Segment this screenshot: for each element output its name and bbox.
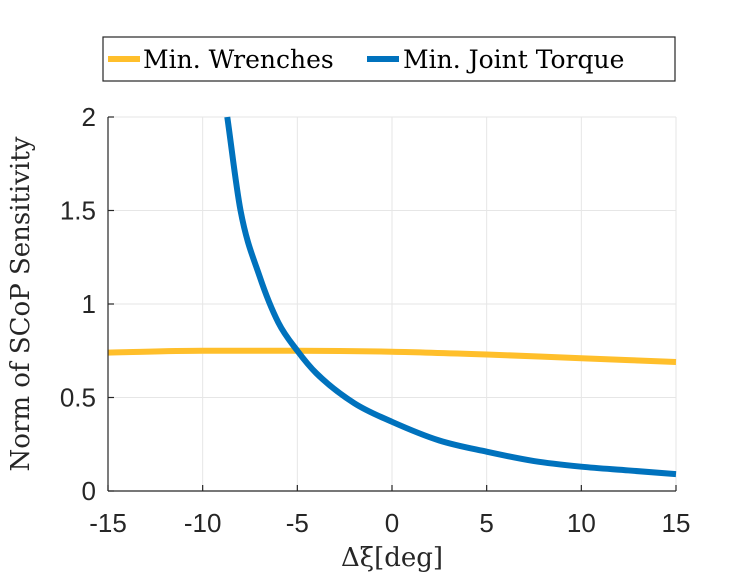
legend-label-min-joint-torque: Min. Joint Torque xyxy=(403,45,624,74)
x-tick-label: -15 xyxy=(89,508,127,538)
x-tick-label: -10 xyxy=(184,508,222,538)
series-line-min-wrenches xyxy=(107,347,677,365)
y-tick-label: 0 xyxy=(82,476,96,506)
y-axis-label: Norm of SCoP Sensitivity xyxy=(6,136,36,471)
axes xyxy=(107,116,677,492)
y-tick-label: 1 xyxy=(82,289,96,319)
x-axis-label: Δξ[deg] xyxy=(341,543,443,573)
x-tick-label: 10 xyxy=(567,508,596,538)
x-tick-label: 15 xyxy=(662,508,691,538)
y-tick-label: 1.5 xyxy=(60,196,96,226)
y-tick-label: 0.5 xyxy=(60,383,96,413)
series-line-min-joint-torque xyxy=(224,116,677,478)
x-tick-label: 5 xyxy=(479,508,493,538)
series-layer xyxy=(107,116,677,478)
legend: Min. Wrenches Min. Joint Torque xyxy=(102,36,676,82)
legend-label-min-wrenches: Min. Wrenches xyxy=(143,45,334,74)
tick-labels: -15 -10 -5 0 5 10 15 0 0.5 1 1.5 2 xyxy=(60,102,691,538)
y-tick-label: 2 xyxy=(82,102,96,132)
x-tick-label: -5 xyxy=(286,508,309,538)
x-tick-label: 0 xyxy=(385,508,399,538)
